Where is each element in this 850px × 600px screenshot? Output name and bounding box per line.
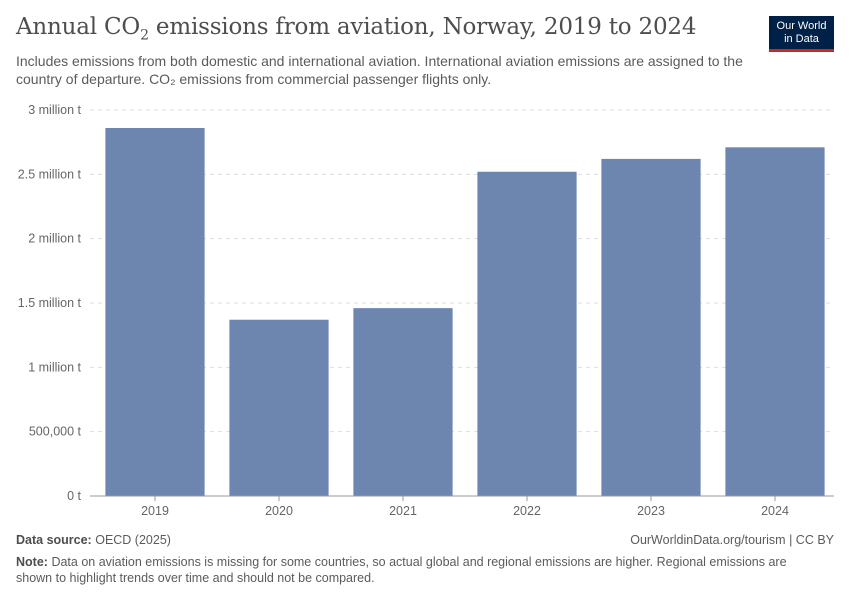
title-suffix: emissions from aviation, Norway, 2019 to…: [148, 14, 697, 40]
bar-chart: 0 t 500,000 t 1 million t 1.5 million t 2 mi…: [18, 103, 834, 518]
y-tick-label: 2 million t: [28, 232, 81, 246]
data-source: Data source: OECD (2025): [16, 533, 834, 547]
chart-title: Annual CO2 emissions from aviation, Norw…: [16, 14, 696, 44]
bar[interactable]: [477, 171, 577, 496]
y-tick-label: 2.5 million t: [18, 167, 82, 181]
source-label: Data source:: [16, 533, 92, 547]
bar[interactable]: [353, 308, 453, 496]
owid-logo[interactable]: Our World in Data: [769, 16, 834, 52]
x-tick-label: 2024: [761, 504, 789, 518]
bar[interactable]: [725, 147, 825, 496]
x-tick-label: 2020: [265, 504, 293, 518]
source-value: OECD (2025): [95, 533, 171, 547]
bar[interactable]: [105, 128, 205, 496]
source-url-link[interactable]: OurWorldinData.org/tourism | CC BY: [630, 533, 834, 547]
note-text: Data on aviation emissions is missing fo…: [16, 555, 787, 585]
y-tick-label: 0 t: [67, 489, 81, 503]
x-tick-label: 2022: [513, 504, 541, 518]
x-tick-label: 2019: [141, 504, 169, 518]
x-tick-label: 2021: [389, 504, 417, 518]
y-tick-label: 1.5 million t: [18, 296, 82, 310]
note-label: Note:: [16, 555, 48, 569]
y-tick-label: 500,000 t: [29, 425, 82, 439]
y-tick-label: 1 million t: [28, 360, 81, 374]
y-tick-label: 3 million t: [28, 103, 81, 117]
bar[interactable]: [229, 319, 329, 496]
logo-line1: Our World: [776, 19, 827, 32]
bar[interactable]: [601, 158, 701, 497]
title-subscript: 2: [140, 27, 149, 44]
chart-note: Note: Data on aviation emissions is miss…: [16, 554, 806, 586]
x-tick-label: 2023: [637, 504, 665, 518]
chart-subtitle: Includes emissions from both domestic an…: [16, 53, 743, 87]
logo-line2: in Data: [784, 32, 819, 45]
title-prefix: Annual CO: [16, 14, 141, 40]
